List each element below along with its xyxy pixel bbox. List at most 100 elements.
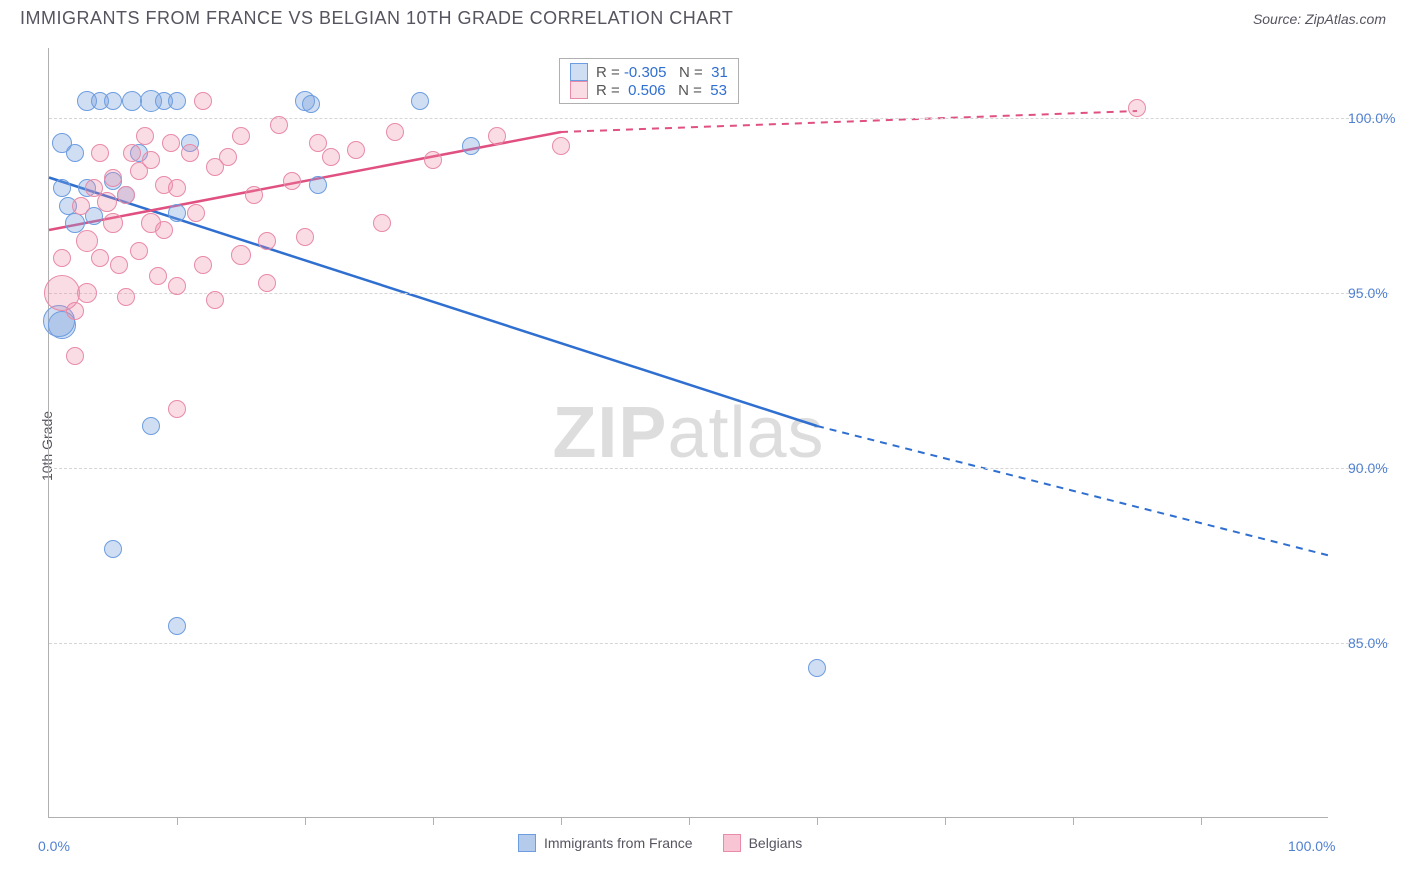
- x-tick: [1073, 817, 1074, 825]
- data-point: [72, 197, 90, 215]
- gridline: [49, 293, 1389, 294]
- data-point: [117, 186, 135, 204]
- data-point: [258, 274, 276, 292]
- plot-area: ZIPatlas R = -0.305 N = 31R = 0.506 N = …: [48, 48, 1328, 818]
- data-point: [386, 123, 404, 141]
- correlation-legend-row: R = 0.506 N = 53: [570, 81, 728, 99]
- x-tick-label: 0.0%: [38, 838, 70, 854]
- data-point: [296, 228, 314, 246]
- data-point: [110, 256, 128, 274]
- x-tick: [945, 817, 946, 825]
- data-point: [347, 141, 365, 159]
- data-point: [309, 176, 327, 194]
- data-point: [117, 288, 135, 306]
- data-point: [1128, 99, 1146, 117]
- y-tick-label: 100.0%: [1348, 110, 1395, 126]
- data-point: [181, 144, 199, 162]
- x-tick: [305, 817, 306, 825]
- data-point: [206, 291, 224, 309]
- data-point: [245, 186, 263, 204]
- data-point: [411, 92, 429, 110]
- data-point: [168, 179, 186, 197]
- gridline: [49, 468, 1389, 469]
- x-tick-label: 100.0%: [1288, 838, 1335, 854]
- series-legend-item: Belgians: [723, 834, 803, 852]
- trend-lines-layer: [49, 48, 1328, 817]
- series-legend: Immigrants from France Belgians: [518, 834, 802, 852]
- series-legend-label: Belgians: [749, 835, 803, 851]
- data-point: [187, 204, 205, 222]
- y-tick-label: 95.0%: [1348, 285, 1388, 301]
- x-tick: [433, 817, 434, 825]
- data-point: [302, 95, 320, 113]
- data-point: [104, 92, 122, 110]
- data-point: [219, 148, 237, 166]
- gridline: [49, 118, 1389, 119]
- data-point: [155, 221, 173, 239]
- y-tick-label: 85.0%: [1348, 635, 1388, 651]
- data-point: [149, 267, 167, 285]
- data-point: [808, 659, 826, 677]
- chart-header: IMMIGRANTS FROM FRANCE VS BELGIAN 10TH G…: [0, 0, 1406, 37]
- data-point: [270, 116, 288, 134]
- data-point: [53, 179, 71, 197]
- legend-swatch: [518, 834, 536, 852]
- data-point: [424, 151, 442, 169]
- x-tick: [561, 817, 562, 825]
- correlation-legend: R = -0.305 N = 31R = 0.506 N = 53: [559, 58, 739, 104]
- data-point: [66, 144, 84, 162]
- data-point: [76, 230, 98, 252]
- x-tick: [817, 817, 818, 825]
- x-tick: [689, 817, 690, 825]
- data-point: [283, 172, 301, 190]
- trend-line-extrapolated: [561, 111, 1137, 132]
- data-point: [104, 169, 122, 187]
- data-point: [104, 540, 122, 558]
- data-point: [66, 347, 84, 365]
- gridline: [49, 643, 1389, 644]
- data-point: [322, 148, 340, 166]
- data-point: [194, 92, 212, 110]
- correlation-legend-row: R = -0.305 N = 31: [570, 63, 728, 81]
- data-point: [91, 144, 109, 162]
- data-point: [258, 232, 276, 250]
- trend-line-extrapolated: [817, 426, 1329, 556]
- data-point: [168, 277, 186, 295]
- series-legend-label: Immigrants from France: [544, 835, 693, 851]
- data-point: [97, 192, 117, 212]
- data-point: [373, 214, 391, 232]
- legend-swatch: [570, 81, 588, 99]
- data-point: [103, 213, 123, 233]
- trend-line: [49, 178, 817, 427]
- data-point: [552, 137, 570, 155]
- correlation-values: R = -0.305 N = 31: [596, 64, 728, 81]
- data-point: [168, 617, 186, 635]
- data-point: [136, 127, 154, 145]
- correlation-values: R = 0.506 N = 53: [596, 82, 727, 99]
- data-point: [194, 256, 212, 274]
- data-point: [53, 249, 71, 267]
- data-point: [123, 144, 141, 162]
- chart-source: Source: ZipAtlas.com: [1253, 11, 1386, 27]
- data-point: [168, 204, 186, 222]
- data-point: [488, 127, 506, 145]
- chart-title: IMMIGRANTS FROM FRANCE VS BELGIAN 10TH G…: [20, 8, 733, 29]
- data-point: [122, 91, 142, 111]
- data-point: [168, 92, 186, 110]
- data-point: [162, 134, 180, 152]
- legend-swatch: [570, 63, 588, 81]
- data-point: [232, 127, 250, 145]
- data-point: [66, 302, 84, 320]
- data-point: [77, 283, 97, 303]
- data-point: [130, 242, 148, 260]
- data-point: [142, 151, 160, 169]
- x-tick: [177, 817, 178, 825]
- y-tick-label: 90.0%: [1348, 460, 1388, 476]
- data-point: [142, 417, 160, 435]
- series-legend-item: Immigrants from France: [518, 834, 693, 852]
- data-point: [91, 249, 109, 267]
- x-tick: [1201, 817, 1202, 825]
- data-point: [231, 245, 251, 265]
- legend-swatch: [723, 834, 741, 852]
- data-point: [462, 137, 480, 155]
